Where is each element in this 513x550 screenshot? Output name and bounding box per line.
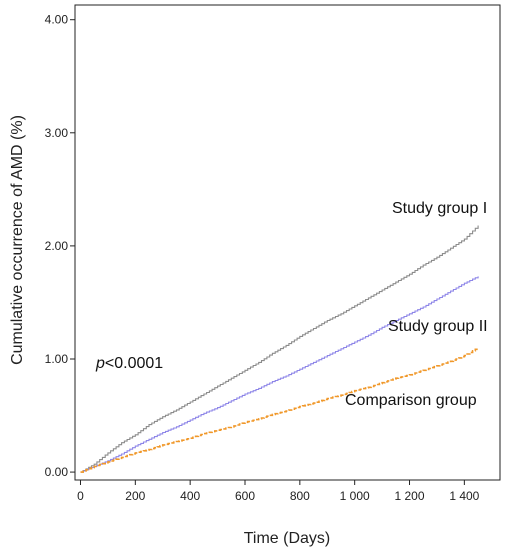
- series-line-3: [80, 347, 479, 473]
- p-value-annotation: p<0.0001: [95, 355, 163, 372]
- series-line-2: [80, 276, 479, 473]
- x-tick-label: 1 400: [449, 489, 479, 503]
- x-tick-label: 200: [125, 489, 145, 503]
- x-tick-label: 800: [290, 489, 310, 503]
- y-tick-label: 2.00: [45, 239, 69, 253]
- x-axis: 0 200 400 600 800 1 000 1 200 1 400: [77, 480, 480, 503]
- y-tick-label: 3.00: [45, 126, 69, 140]
- y-tick-label: 1.00: [45, 352, 69, 366]
- y-tick-label: 0.00: [45, 465, 69, 479]
- p-value-number: <0.0001: [105, 355, 163, 372]
- y-axis-title: Cumulative occurrence of AMD (%): [9, 115, 26, 365]
- x-tick-label: 400: [180, 489, 200, 503]
- series-layer: [80, 225, 479, 473]
- x-tick-label: 1 000: [340, 489, 370, 503]
- x-tick-label: 600: [235, 489, 255, 503]
- x-tick-label: 1 200: [395, 489, 425, 503]
- label-comparison-group: Comparison group: [345, 392, 477, 409]
- y-axis: 0.00 1.00 2.00 3.00 4.00: [45, 13, 75, 479]
- label-study-group-2: Study group II: [388, 318, 488, 335]
- p-value-symbol: p: [95, 355, 105, 372]
- label-study-group-1: Study group I: [392, 200, 487, 217]
- x-tick-label: 0: [77, 489, 84, 503]
- plot-frame: [74, 4, 501, 481]
- series-line-1: [80, 225, 479, 473]
- x-axis-title: Time (Days): [244, 530, 331, 547]
- y-tick-label: 4.00: [45, 13, 69, 27]
